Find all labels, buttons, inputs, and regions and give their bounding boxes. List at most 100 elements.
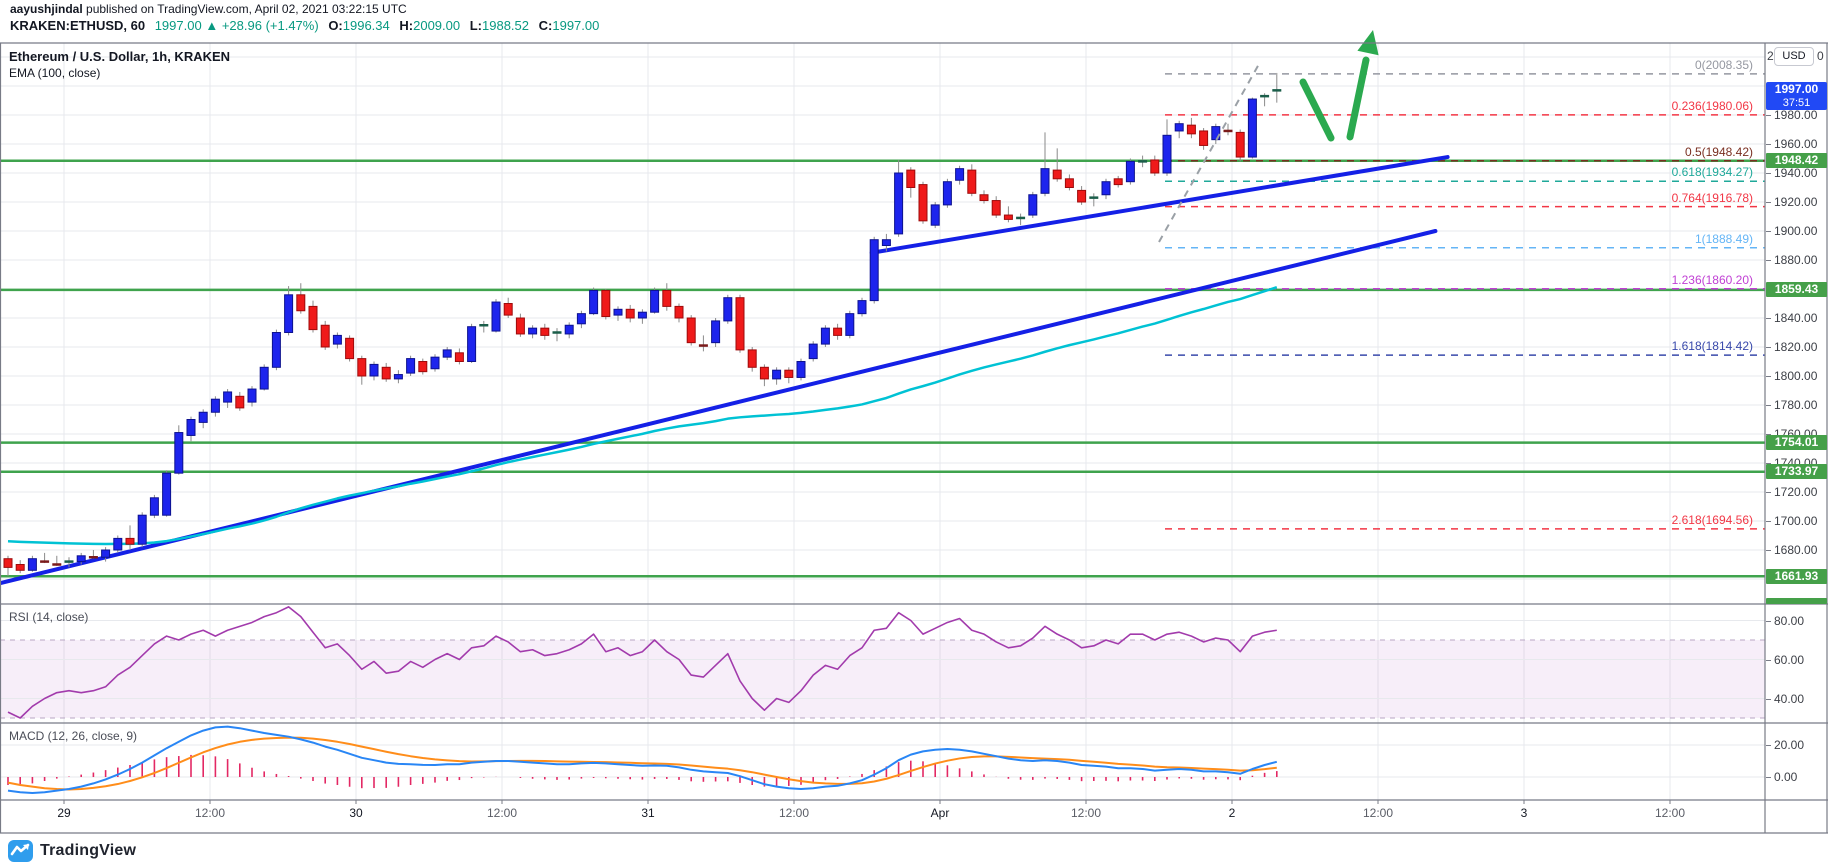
macd-pane[interactable] xyxy=(0,723,1765,800)
candle-down xyxy=(308,305,318,331)
candle-doji xyxy=(1138,160,1148,163)
support-price-label: 1754.01 xyxy=(1766,435,1827,451)
close-value: 1997.00 xyxy=(552,18,600,33)
candle-up xyxy=(564,324,574,335)
candle-down xyxy=(1150,159,1160,174)
candle-up xyxy=(1028,194,1038,216)
time-scale[interactable] xyxy=(0,800,1828,833)
tradingview-logo-icon xyxy=(8,840,33,862)
candle-up xyxy=(332,334,342,345)
support-price-label: 1948.42 xyxy=(1766,153,1827,169)
candle-down xyxy=(1077,189,1087,203)
price-tick: 1800.00 xyxy=(1766,369,1826,383)
tick-mark xyxy=(1766,777,1771,779)
candle-down xyxy=(674,305,684,319)
time-label-day: 29 xyxy=(57,806,71,820)
time-label-hour: 12:00 xyxy=(194,806,226,820)
candle-up xyxy=(174,432,184,474)
candle-down xyxy=(3,558,13,568)
tick-mark xyxy=(1766,260,1771,262)
candle-down xyxy=(540,327,550,336)
candle-down xyxy=(320,324,330,348)
candle-down xyxy=(662,289,672,307)
candle-up xyxy=(393,374,403,380)
price-tick: 1680.00 xyxy=(1766,543,1826,557)
trendline xyxy=(869,155,1450,255)
candle-doji xyxy=(64,560,74,563)
price-tick-text: 1840.00 xyxy=(1774,311,1818,325)
candle-up xyxy=(1040,168,1050,194)
hand-drawn-projection-line xyxy=(1158,63,1260,243)
candle-down xyxy=(357,358,367,377)
candle-doji xyxy=(698,344,708,347)
candle-down xyxy=(991,200,1001,216)
tick-mark xyxy=(1766,376,1771,378)
bar-countdown: 37:51 xyxy=(1766,97,1827,110)
currency-toggle-button[interactable]: USD xyxy=(1774,47,1814,66)
price-tick-text: 1680.00 xyxy=(1774,543,1818,557)
candle-down xyxy=(918,184,928,222)
candle-down xyxy=(1235,131,1245,158)
tick-mark xyxy=(1766,463,1771,465)
candle-doji xyxy=(1260,94,1270,98)
candle-up xyxy=(284,294,294,333)
candle-up xyxy=(247,388,257,403)
candle-up xyxy=(271,332,281,368)
candle-down xyxy=(833,327,843,336)
trendline xyxy=(0,229,1438,586)
candle-down xyxy=(759,366,769,380)
candle-down xyxy=(1199,130,1209,146)
macd-tick: 20.00 xyxy=(1766,738,1826,752)
candle-up xyxy=(149,497,159,516)
candle-down xyxy=(1064,178,1074,189)
tick-mark xyxy=(1766,115,1771,117)
price-tick-text: 1880.00 xyxy=(1774,253,1818,267)
candle-down xyxy=(1052,169,1062,180)
time-label-hour: 12:00 xyxy=(1362,806,1394,820)
tick-mark xyxy=(1766,620,1771,622)
price-tick: 1980.00 xyxy=(1766,108,1826,122)
price-tick-text: 1960.00 xyxy=(1774,137,1818,151)
candle-up xyxy=(442,349,452,358)
support-price-label: 1733.97 xyxy=(1766,464,1827,480)
candle-up xyxy=(259,366,269,390)
candle-up xyxy=(210,398,220,413)
tick-mark xyxy=(1766,173,1771,175)
top-tick-left-digit: 2 xyxy=(1767,49,1774,63)
candle-up xyxy=(869,239,879,302)
fib-level-label: 1(1888.49) xyxy=(1694,231,1753,246)
rsi-tick: 80.00 xyxy=(1766,614,1826,628)
candle-up xyxy=(613,308,623,316)
byline: aayushjindal published on TradingView.co… xyxy=(10,2,407,16)
candle-down xyxy=(784,369,794,378)
candle-up xyxy=(1125,160,1135,183)
macd-tick-text: 20.00 xyxy=(1774,738,1805,752)
byline-text: published on TradingView.com, April 02, … xyxy=(82,2,407,16)
candle-up xyxy=(27,558,37,571)
rsi-band xyxy=(0,640,1765,718)
open-label: O: xyxy=(328,18,343,33)
rsi-pane[interactable] xyxy=(0,604,1765,723)
price-tick: 1880.00 xyxy=(1766,253,1826,267)
change-text: +28.96 (+1.47%) xyxy=(221,18,319,33)
price-tick-text: 1980.00 xyxy=(1774,108,1818,122)
candle-down xyxy=(747,349,757,368)
time-label-hour: 12:00 xyxy=(778,806,810,820)
time-label-day: 2 xyxy=(1228,806,1236,820)
candle-up xyxy=(589,289,599,315)
main-price-pane[interactable] xyxy=(0,43,1765,604)
chart-title: Ethereum / U.S. Dollar, 1h, KRAKEN xyxy=(9,49,231,64)
open-value: 1996.34 xyxy=(342,18,390,33)
tick-mark xyxy=(1766,745,1771,747)
tradingview-logo[interactable]: TradingView xyxy=(8,839,136,863)
support-price-label: 1661.93 xyxy=(1766,568,1827,584)
candle-up xyxy=(1162,134,1172,174)
green-arrow-down-stroke xyxy=(1299,78,1335,142)
candle-up xyxy=(894,172,904,235)
tick-mark xyxy=(1766,659,1771,661)
macd-tick-text: 0.00 xyxy=(1774,770,1798,784)
top-tick-right-digit: 0 xyxy=(1817,49,1824,63)
candle-up xyxy=(113,537,123,551)
low-label: L: xyxy=(469,18,483,33)
support-price-label: 1859.43 xyxy=(1766,282,1827,298)
